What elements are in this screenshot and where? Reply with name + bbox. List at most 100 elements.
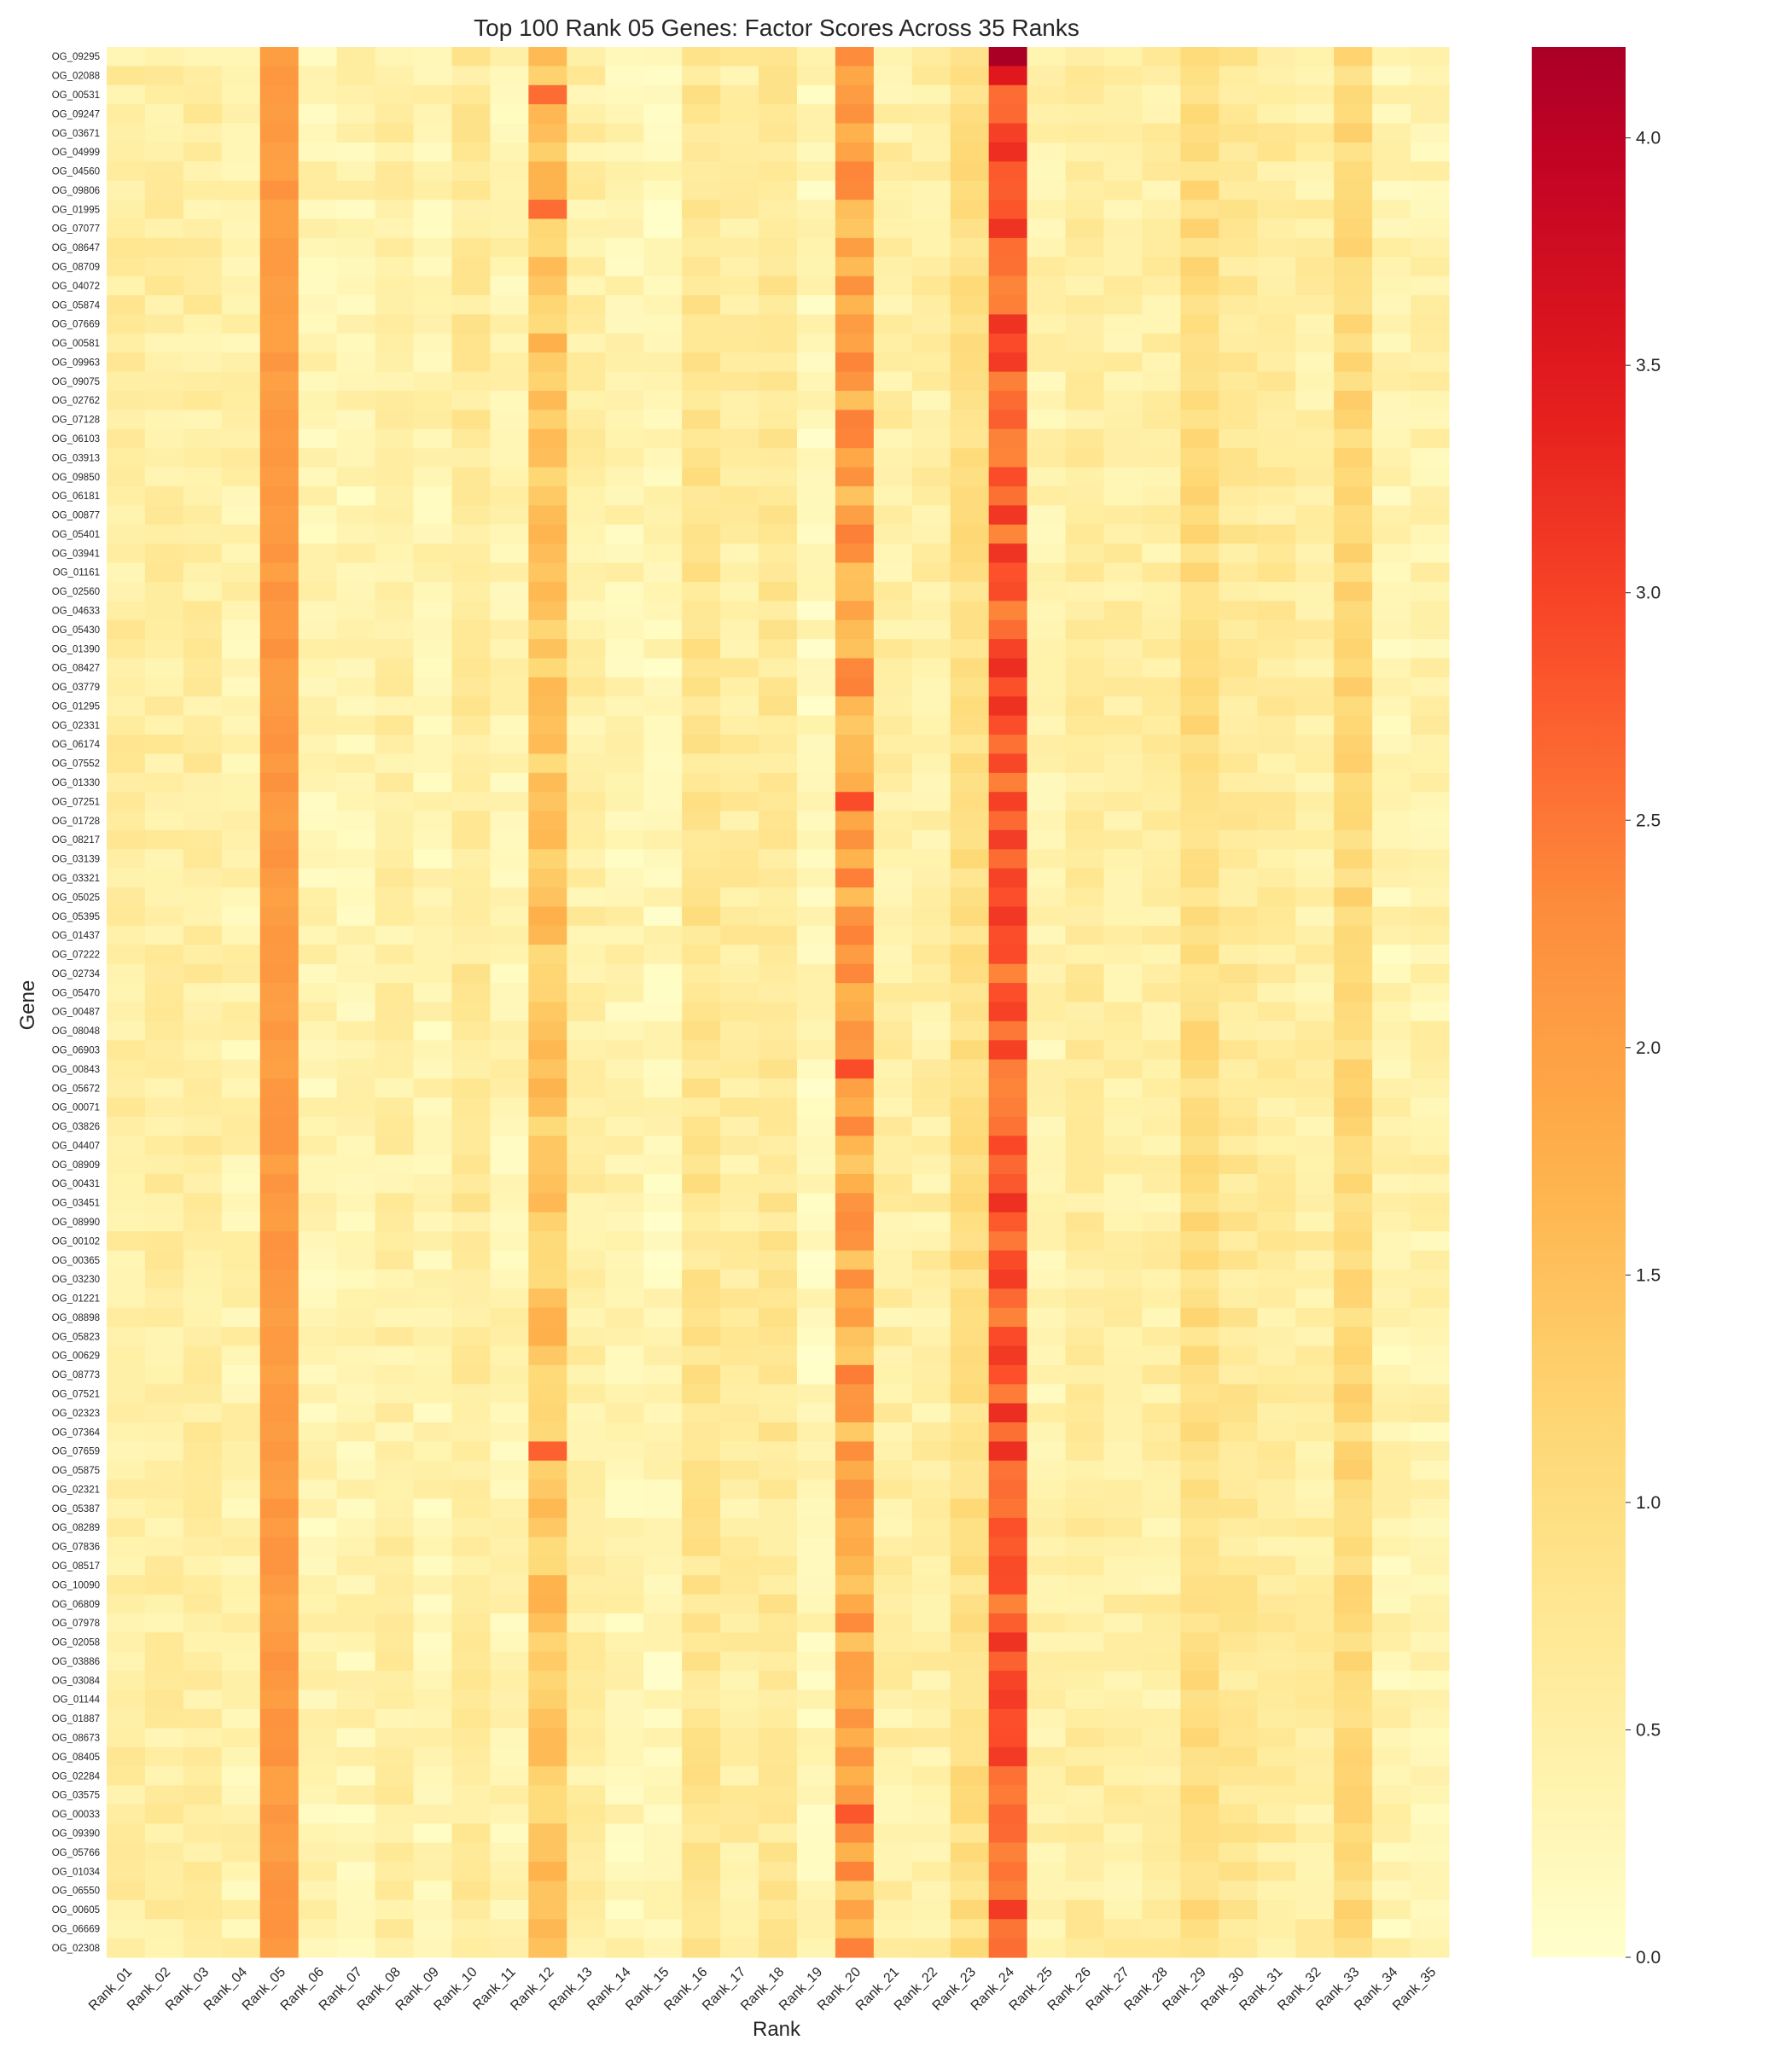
heatmap-cell xyxy=(1065,371,1105,392)
gene-label: OG_07222 xyxy=(52,950,100,961)
heatmap-cell xyxy=(796,123,836,143)
heatmap-cell xyxy=(950,1594,990,1614)
heatmap-cell xyxy=(643,677,683,697)
heatmap-cell xyxy=(1334,562,1373,583)
heatmap-cell xyxy=(1142,524,1181,544)
heatmap-cell xyxy=(605,1078,644,1099)
heatmap-cell xyxy=(873,1020,913,1041)
heatmap-cell xyxy=(1372,467,1411,487)
heatmap-cell xyxy=(528,467,567,487)
heatmap-cell xyxy=(1257,792,1296,812)
heatmap-cell xyxy=(873,1327,913,1347)
heatmap-cell xyxy=(682,963,721,984)
heatmap-cell xyxy=(1372,1575,1411,1596)
heatmap-cell xyxy=(528,1040,567,1061)
heatmap-cell xyxy=(796,1728,836,1748)
heatmap-cell xyxy=(759,1555,798,1576)
heatmap-cell xyxy=(911,1097,951,1118)
heatmap-cell xyxy=(796,753,836,774)
heatmap-cell xyxy=(950,505,990,526)
heatmap-cell xyxy=(796,104,836,125)
heatmap-cell xyxy=(1257,104,1296,125)
gene-label: OG_05875 xyxy=(52,1466,100,1476)
heatmap-cell xyxy=(259,696,300,717)
heatmap-cell xyxy=(1103,1804,1143,1824)
heatmap-cell xyxy=(950,945,990,965)
heatmap-cell xyxy=(1142,1632,1181,1653)
heatmap-cell xyxy=(451,581,492,602)
heatmap-cell xyxy=(1219,658,1258,678)
heatmap-cell xyxy=(873,1097,913,1118)
heatmap-cell xyxy=(1257,47,1296,67)
heatmap-cell xyxy=(567,753,606,774)
heatmap-cell xyxy=(873,1384,913,1404)
heatmap-cell xyxy=(1142,1327,1181,1347)
heatmap-cell xyxy=(950,1327,990,1347)
heatmap-cell xyxy=(144,314,184,334)
heatmap-cell xyxy=(567,1804,606,1824)
heatmap-cell xyxy=(1295,792,1335,812)
heatmap-cell xyxy=(107,562,146,583)
heatmap-cell xyxy=(375,47,415,67)
heatmap-cell xyxy=(221,371,261,392)
heatmap-cell xyxy=(1411,1174,1450,1194)
heatmap-cell xyxy=(643,1537,683,1557)
heatmap-cell xyxy=(1372,1116,1411,1136)
heatmap-cell xyxy=(1372,1498,1411,1519)
heatmap-cell xyxy=(1142,1747,1181,1767)
heatmap-cell xyxy=(1257,1671,1296,1691)
heatmap-cell xyxy=(259,257,300,277)
heatmap-cell xyxy=(950,868,990,888)
heatmap-cell xyxy=(221,1327,261,1347)
gene-label: OG_04072 xyxy=(52,282,100,292)
heatmap-cell xyxy=(107,352,146,373)
heatmap-cell xyxy=(1027,84,1067,105)
heatmap-cell xyxy=(451,1919,492,1939)
heatmap-cell xyxy=(835,505,875,526)
heatmap-cell xyxy=(796,1785,836,1805)
heatmap-cell xyxy=(1103,619,1143,640)
heatmap-cell xyxy=(451,696,492,717)
heatmap-cell xyxy=(413,352,453,373)
heatmap-cell xyxy=(221,485,261,506)
heatmap-cell xyxy=(375,1403,415,1423)
heatmap-cell xyxy=(528,1899,567,1920)
heatmap-cell xyxy=(183,1842,223,1863)
gene-label: OG_05395 xyxy=(52,912,100,922)
heatmap-cell xyxy=(375,1938,415,1958)
heatmap-cell xyxy=(873,485,913,506)
heatmap-cell xyxy=(1334,237,1373,258)
heatmap-cell xyxy=(1027,1613,1067,1633)
heatmap-cell xyxy=(1372,276,1411,296)
heatmap-cell xyxy=(528,1479,567,1500)
heatmap-cell xyxy=(567,1364,606,1385)
heatmap-cell xyxy=(490,1785,529,1805)
heatmap-cell xyxy=(950,485,990,506)
heatmap-cell xyxy=(720,1250,759,1270)
heatmap-cell xyxy=(911,218,951,239)
heatmap-cell xyxy=(682,467,721,487)
heatmap-cell xyxy=(835,1231,875,1252)
heatmap-cell xyxy=(988,735,1028,755)
heatmap-cell xyxy=(567,200,606,220)
heatmap-cell xyxy=(451,887,492,908)
heatmap-cell xyxy=(1334,1708,1373,1729)
heatmap-cell xyxy=(1334,314,1373,334)
heatmap-cell xyxy=(1142,1212,1181,1232)
heatmap-cell xyxy=(451,1059,492,1079)
heatmap-cell xyxy=(988,1651,1028,1671)
heatmap-cell xyxy=(1103,1747,1143,1767)
heatmap-cell xyxy=(451,945,492,965)
heatmap-cell xyxy=(1103,1498,1143,1519)
heatmap-cell xyxy=(183,1555,223,1576)
heatmap-cell xyxy=(835,1747,875,1767)
heatmap-cell xyxy=(1334,524,1373,544)
heatmap-cell xyxy=(1372,868,1411,888)
heatmap-cell xyxy=(107,906,146,927)
heatmap-cell xyxy=(1103,1708,1143,1729)
heatmap-cell xyxy=(1027,906,1067,927)
heatmap-cell xyxy=(1295,84,1335,105)
heatmap-cell xyxy=(1257,1862,1296,1882)
heatmap-cell xyxy=(144,428,184,449)
heatmap-cell xyxy=(759,1671,798,1691)
